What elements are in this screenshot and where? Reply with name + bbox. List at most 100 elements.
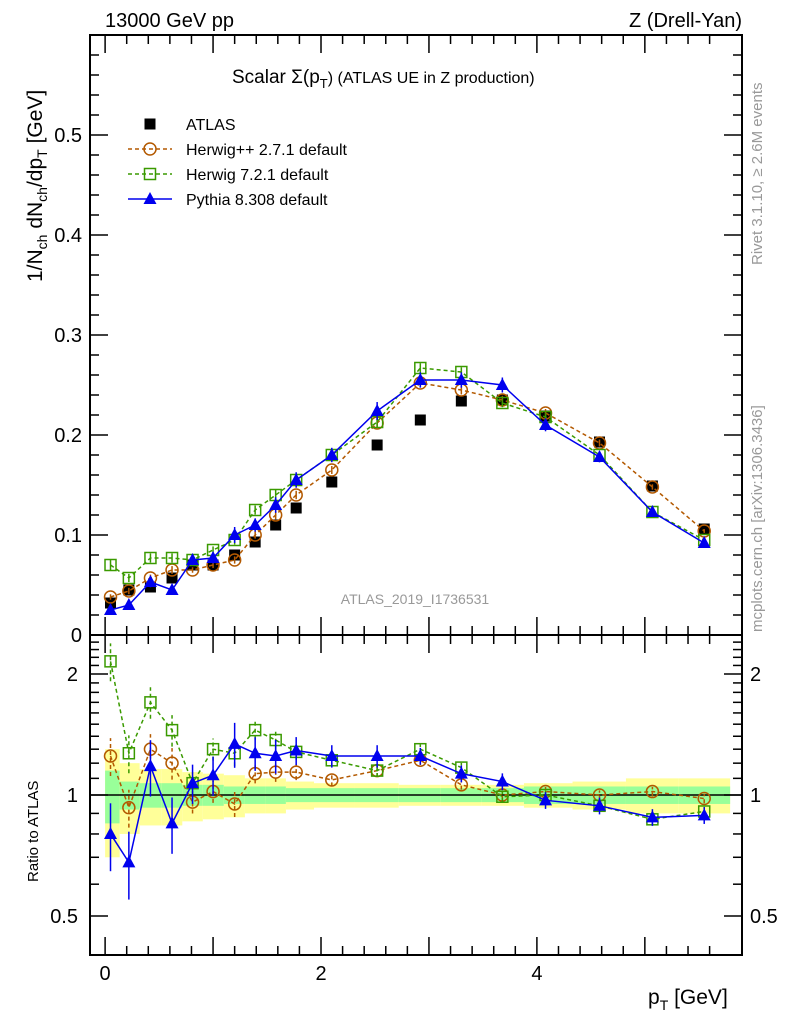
y-tick-label: 0 [71,625,82,647]
herwigpp-ratio-point [697,791,711,806]
ratio-tick-label-right: 1 [750,785,761,807]
pythia-point [122,598,136,610]
ratio-tick-label: 2 [67,664,78,686]
y-tick-label: 0.5 [54,125,82,147]
pythia-point [269,498,283,510]
data-marks [103,361,711,900]
legend-marker-data [144,118,156,130]
pythia-ratio-point [269,749,283,762]
herwigpp-point [325,463,339,477]
herwig7-ratio-point [496,790,509,804]
herwig7-ratio-point [104,655,117,668]
pythia-point [697,536,711,548]
y-tick-label: 0.2 [54,425,82,447]
herwigpp-point [227,553,242,567]
herwigpp-ratio-point [325,773,339,787]
data-point [270,519,282,531]
data-point [371,439,383,451]
herwigpp-ratio-point [165,756,179,770]
herwigpp-ratio-point [103,749,118,763]
herwig7-point [496,396,509,410]
legend-label-data: ATLAS [186,117,236,134]
pythia-ratio-point [495,774,509,787]
herwigpp-point [645,480,660,494]
pythia-point [593,450,607,462]
stat-uncertainty-band [105,770,120,824]
pythia-ratio-point [104,826,118,839]
pythia-ratio-point [186,776,200,789]
pythia-ratio-point [289,743,303,756]
pythia-point [228,528,242,540]
pythia-point [413,373,427,385]
x-tick-label: 4 [531,963,542,985]
ratio-tick-label: 0.5 [50,906,78,928]
axes: 0 0.1 0.2 0.3 0.4 0.5 0 2 4 0.5 0.5 1 1 2 2 [50,34,778,985]
pythia-ratio-point [122,855,136,868]
header-right: Z (Drell-Yan) [629,10,742,32]
herwig7-point [165,551,179,565]
herwigpp-ratio-point [122,800,136,815]
pythia-ratio-point [539,793,553,806]
data-point [229,549,241,561]
pythia-ratio-point [593,798,607,811]
herwig7-ratio-point [248,723,262,737]
herwig7-ratio-point [165,723,179,737]
pythia-point [165,583,179,595]
ratio-tick-label: 1 [67,785,78,807]
herwig7-point [122,571,136,585]
legend-marker-pythia [143,192,157,204]
herwigpp-ratio-point [289,765,303,779]
pythia-ratio-point [143,759,157,772]
pythia-point [289,473,303,485]
data-point [326,476,338,488]
herwig7-ratio-point [144,696,157,709]
herwig7-ratio-point [122,747,136,760]
x-tick-label: 0 [100,963,111,985]
herwigpp-ratio-point [645,784,660,799]
y-tick-label: 0.1 [54,525,82,547]
data-point [249,536,261,548]
y-tick-label: 0.3 [54,325,82,347]
pythia-ratio-point [454,766,468,779]
herwigpp-point [289,488,303,502]
y-axis-label: 1/Nch dNch/dpT [GeV] [24,90,50,282]
data-point [166,572,178,584]
pythia-point [370,404,384,416]
pythia-ratio-point [325,749,339,762]
herwigpp-line [110,382,705,598]
ratio-tick-label-right: 0.5 [750,906,778,928]
header-left: 13000 GeV pp [105,10,234,32]
pythia-point [454,373,468,385]
rivet-label: Rivet 3.1.10, ≥ 2.6M events [749,83,766,266]
pythia-ratio-point [413,749,427,762]
legend-label-pythia: Pythia 8.308 default [186,192,328,209]
data-point [455,395,467,407]
pythia-point [206,551,220,563]
data-point [414,414,426,426]
mcplots-label: mcplots.cern.ch [arXiv:1306.3436] [749,405,766,632]
chart-title: Scalar Σ(pT) (ATLAS UE in Z production) [232,67,535,91]
herwig7-point [248,503,262,517]
data-point [698,523,710,535]
pythia-line [110,379,705,611]
legend: ATLAS Herwig++ 2.7.1 default Herwig 7.2.1 … [128,117,348,209]
pythia-point [186,553,200,565]
pythia-point [248,518,262,530]
x-axis-label: pT [GeV] [648,986,728,1013]
data-point [290,502,302,514]
pythia-point [325,448,339,460]
pythia-point [495,378,509,390]
y-tick-label: 0.4 [54,225,82,247]
legend-label-herwig7: Herwig 7.2.1 default [186,167,329,184]
ratio-y-axis-label: Ratio to ATLAS [25,781,42,882]
pythia-ratio-point [165,816,179,829]
pythia-point [645,505,659,517]
pythia-point [539,418,553,430]
legend-marker-herwig7 [143,167,157,181]
herwig7-ratio-point [206,742,220,756]
herwig7-point [144,551,157,565]
legend-marker-herwigpp [143,142,157,156]
pythia-ratio-point [228,736,242,749]
legend-label-herwigpp: Herwig++ 2.7.1 default [186,142,348,159]
